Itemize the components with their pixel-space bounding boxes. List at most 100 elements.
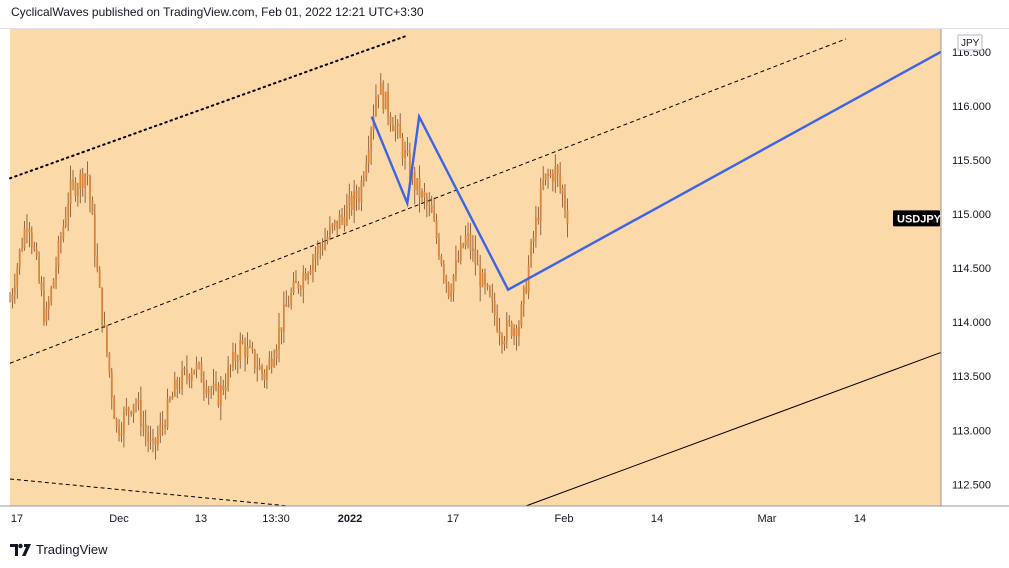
- candle-body: [518, 326, 520, 337]
- candle-body: [314, 254, 317, 259]
- y-tick-label: 116.000: [952, 101, 991, 113]
- candle-body: [566, 210, 569, 224]
- candle-body: [382, 83, 385, 110]
- candle-body: [285, 304, 288, 307]
- candle-body: [101, 287, 103, 325]
- x-tick-label: Mar: [758, 513, 777, 525]
- candle-body: [93, 214, 96, 257]
- candle-body: [84, 174, 87, 188]
- x-tick-label: 13: [195, 513, 207, 525]
- candle-body: [103, 324, 106, 326]
- candle-body: [452, 275, 455, 293]
- trendline-dotted[interactable]: [9, 34, 409, 180]
- candle-body: [188, 375, 191, 381]
- candle-body: [416, 178, 419, 191]
- wave-path[interactable]: [370, 50, 942, 292]
- candle-body: [59, 238, 62, 241]
- candle-body: [455, 259, 457, 276]
- candle-body: [459, 243, 462, 261]
- trendline-solid[interactable]: [525, 351, 942, 507]
- candle-body: [408, 152, 411, 180]
- candle-body: [493, 300, 496, 316]
- candle-body: [43, 290, 45, 323]
- candle-body: [9, 300, 11, 302]
- candle-body: [556, 166, 559, 175]
- candle-body: [329, 226, 331, 237]
- candle-body: [35, 249, 38, 257]
- candle-body: [544, 173, 547, 181]
- candle-body: [62, 226, 65, 239]
- candle-body: [551, 173, 554, 182]
- candle-body: [539, 187, 542, 221]
- x-tick-label: 14: [854, 513, 866, 525]
- y-tick-label: 115.500: [952, 155, 991, 167]
- candle-body: [520, 304, 523, 327]
- candle-body: [57, 240, 60, 267]
- candle-body: [559, 174, 562, 188]
- candle-body: [513, 328, 515, 337]
- candle-body: [127, 407, 130, 412]
- candle-body: [510, 322, 513, 337]
- candle-body: [64, 218, 67, 227]
- trendline-dashed[interactable]: [9, 38, 847, 364]
- candle-body: [445, 276, 448, 283]
- candle-body: [350, 195, 353, 210]
- candle-body: [164, 424, 167, 428]
- candle-body: [377, 94, 380, 98]
- publisher-header: CyclicalWaves published on TradingView.c…: [11, 5, 424, 19]
- candle-body: [110, 372, 113, 398]
- candle-body: [273, 358, 276, 367]
- candle-body: [28, 228, 31, 233]
- candle-body: [244, 343, 246, 358]
- candle-body: [503, 340, 506, 345]
- candle-body: [229, 366, 232, 368]
- candle-body: [253, 349, 256, 369]
- candle-body: [55, 266, 57, 280]
- y-tick-label: 112.500: [952, 479, 991, 491]
- candle-body: [224, 387, 227, 391]
- candle-body: [319, 245, 322, 248]
- candle-body: [108, 353, 111, 373]
- candle-body: [379, 83, 382, 95]
- candle-body: [304, 273, 307, 280]
- x-tick-label: 17: [11, 513, 23, 525]
- candle-body: [360, 180, 363, 202]
- brand-label[interactable]: TradingView: [36, 542, 108, 557]
- candle-body: [295, 281, 297, 283]
- candle-body: [537, 217, 540, 221]
- y-tick-label: 113.500: [952, 371, 991, 383]
- x-tick-label: Feb: [555, 513, 574, 525]
- candle-body: [440, 256, 443, 265]
- candle-body: [135, 403, 137, 405]
- candle-body: [11, 294, 14, 301]
- candle-body: [16, 267, 19, 287]
- candle-body: [486, 284, 489, 288]
- candle-body: [401, 137, 404, 159]
- candle-body: [130, 411, 133, 414]
- candle-body: [275, 348, 278, 359]
- candle-body: [535, 217, 537, 238]
- candle-body: [98, 268, 101, 288]
- candle-body: [222, 385, 225, 391]
- candle-body: [89, 176, 91, 201]
- candle-body: [438, 238, 440, 257]
- candle-body: [26, 228, 28, 230]
- candle-body: [505, 320, 508, 341]
- candle-body: [50, 287, 53, 303]
- trendline-dashed[interactable]: [9, 478, 289, 507]
- currency-badge[interactable]: [957, 34, 983, 51]
- tradingview-logo-icon[interactable]: [10, 543, 32, 557]
- candle-body: [137, 400, 140, 404]
- candle-body: [491, 295, 494, 301]
- candle-body: [152, 438, 154, 440]
- x-tick-label: 2022: [338, 513, 362, 525]
- candle-body: [186, 368, 188, 376]
- candle-body: [169, 398, 171, 400]
- candle-body: [251, 346, 254, 350]
- candle-body: [115, 418, 118, 427]
- candle-body: [173, 379, 176, 397]
- candle-body: [316, 245, 319, 255]
- candle-body: [435, 220, 438, 239]
- candle-body: [183, 368, 186, 371]
